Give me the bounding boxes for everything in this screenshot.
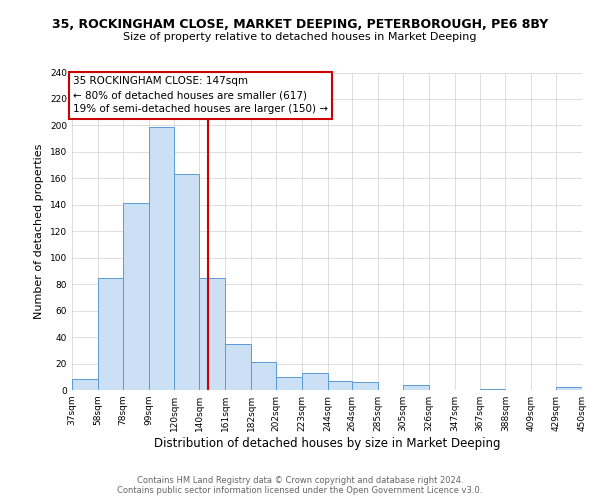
- Text: Size of property relative to detached houses in Market Deeping: Size of property relative to detached ho…: [123, 32, 477, 42]
- Bar: [175, 174, 199, 390]
- Y-axis label: Number of detached properties: Number of detached properties: [34, 144, 44, 319]
- Text: Contains HM Land Registry data © Crown copyright and database right 2024.: Contains HM Land Registry data © Crown c…: [137, 476, 463, 485]
- Bar: [199, 278, 225, 390]
- Bar: [556, 388, 582, 390]
- Bar: [149, 126, 175, 390]
- Bar: [225, 344, 251, 390]
- Bar: [98, 278, 122, 390]
- Bar: [122, 204, 149, 390]
- Bar: [352, 382, 378, 390]
- Bar: [403, 384, 429, 390]
- Bar: [479, 388, 505, 390]
- Text: Contains public sector information licensed under the Open Government Licence v3: Contains public sector information licen…: [118, 486, 482, 495]
- Text: 35, ROCKINGHAM CLOSE, MARKET DEEPING, PETERBOROUGH, PE6 8BY: 35, ROCKINGHAM CLOSE, MARKET DEEPING, PE…: [52, 18, 548, 30]
- Bar: [328, 380, 352, 390]
- Text: 35 ROCKINGHAM CLOSE: 147sqm
← 80% of detached houses are smaller (617)
19% of se: 35 ROCKINGHAM CLOSE: 147sqm ← 80% of det…: [73, 76, 328, 114]
- Bar: [276, 377, 302, 390]
- Bar: [251, 362, 276, 390]
- X-axis label: Distribution of detached houses by size in Market Deeping: Distribution of detached houses by size …: [154, 437, 500, 450]
- Bar: [72, 380, 98, 390]
- Bar: [302, 373, 328, 390]
